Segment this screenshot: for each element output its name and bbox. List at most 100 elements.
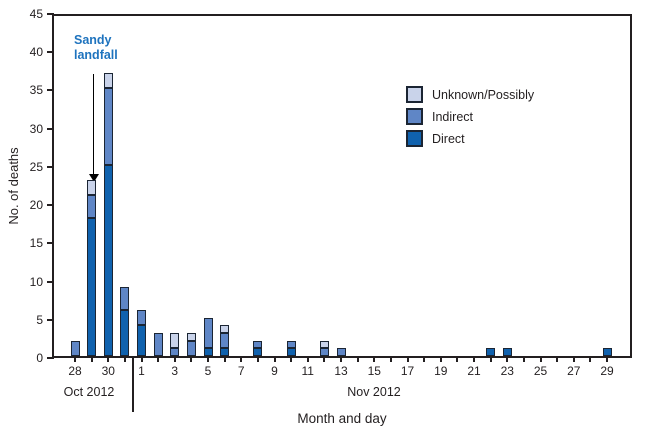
bar-segment-indirect xyxy=(137,310,146,326)
x-tick-mark xyxy=(173,356,176,362)
x-tick-label: 11 xyxy=(301,364,314,378)
stacked-bar-nov-1 xyxy=(137,310,146,356)
x-axis-title: Month and day xyxy=(297,411,387,426)
bar-segment-direct xyxy=(87,218,97,356)
x-tick-label: 13 xyxy=(334,364,348,378)
bar-segment-direct xyxy=(103,164,113,356)
x-tick-label: 17 xyxy=(400,364,415,378)
x-tick-label: 30 xyxy=(101,364,115,378)
y-axis-title: No. of deaths xyxy=(6,147,21,225)
x-tick-label: 19 xyxy=(434,364,448,378)
x-tick-mark xyxy=(356,356,359,362)
x-tick-label: 28 xyxy=(68,364,82,378)
legend-label: Indirect xyxy=(432,109,473,124)
x-tick-mark xyxy=(439,356,442,362)
y-tick-mark xyxy=(47,165,54,168)
bar-segment-indirect xyxy=(319,348,329,356)
x-tick-mark xyxy=(207,356,209,362)
stacked-bar-nov-3 xyxy=(170,333,180,356)
annotation-line-1: Sandy xyxy=(74,33,112,47)
y-tick-mark xyxy=(47,357,54,359)
x-tick-mark xyxy=(323,356,326,362)
bar-segment-indirect xyxy=(336,348,346,356)
bar-segment-direct xyxy=(220,348,230,356)
bar-segment-direct xyxy=(137,325,146,356)
y-tick-label: 25 xyxy=(29,159,43,174)
bar-segment-indirect xyxy=(186,340,196,356)
x-tick-mark xyxy=(373,356,376,362)
x-tick-label: 27 xyxy=(567,364,581,378)
x-tick-mark xyxy=(256,356,259,362)
bar-segment-unknown xyxy=(170,333,180,349)
x-tick-mark xyxy=(190,356,193,362)
x-tick-label: 15 xyxy=(367,364,381,378)
x-tick-mark xyxy=(506,356,509,362)
bar-segment-direct xyxy=(120,310,130,356)
legend-item-unknown: Unknown/Possibly xyxy=(406,86,534,103)
y-tick-mark xyxy=(47,13,54,15)
x-tick-label: 7 xyxy=(237,364,245,378)
x-tick-mark xyxy=(140,356,143,362)
x-tick-label: 29 xyxy=(600,364,614,378)
stacked-bar-nov-13 xyxy=(336,348,346,356)
bar-segment-indirect xyxy=(120,287,130,311)
stacked-bar-nov-10 xyxy=(286,340,296,356)
stacked-bar-oct-30 xyxy=(103,73,113,356)
x-tick-label: 9 xyxy=(271,364,278,378)
x-tick-mark xyxy=(157,356,160,362)
legend-label: Direct xyxy=(432,131,465,146)
stacked-bar-nov-2 xyxy=(153,333,163,356)
stacked-bar-nov-23 xyxy=(502,348,512,356)
x-tick-label: 21 xyxy=(467,364,481,378)
month-label-nov: Nov 2012 xyxy=(347,385,401,399)
month-separator-line xyxy=(132,356,135,412)
bar-segment-direct xyxy=(286,348,296,356)
y-tick-label: 20 xyxy=(29,198,43,213)
stacked-bar-nov-12 xyxy=(319,340,329,356)
stacked-bar-nov-6 xyxy=(220,325,230,356)
bar-segment-indirect xyxy=(253,340,263,349)
y-tick-label: 40 xyxy=(29,45,43,60)
bar-segment-unknown xyxy=(87,180,97,196)
stacked-bar-oct-29 xyxy=(87,180,97,356)
y-tick-label: 5 xyxy=(36,312,43,327)
bar-segment-direct xyxy=(253,348,263,356)
x-tick-label: 1 xyxy=(138,364,145,378)
annotation-arrow-line xyxy=(92,74,95,174)
x-tick-mark xyxy=(606,356,608,362)
y-tick-mark xyxy=(47,89,54,92)
x-tick-label: 3 xyxy=(171,364,179,378)
stacked-bar-nov-5 xyxy=(203,317,213,356)
y-tick-mark xyxy=(47,280,54,283)
y-tick-label: 45 xyxy=(29,7,43,21)
legend-swatch-icon xyxy=(406,86,423,103)
annotation-line-2: landfall xyxy=(74,48,118,62)
y-tick-mark xyxy=(47,51,54,54)
bar-segment-unknown xyxy=(103,73,113,89)
y-tick-label: 35 xyxy=(29,83,43,98)
y-tick-label: 30 xyxy=(29,121,43,136)
y-tick-label: 15 xyxy=(29,236,43,251)
x-tick-mark xyxy=(522,356,525,362)
bar-segment-direct xyxy=(502,348,512,356)
stacked-bar-nov-8 xyxy=(253,340,263,356)
x-tick-mark xyxy=(406,356,409,362)
month-label-oct: Oct 2012 xyxy=(63,385,115,399)
bar-segment-indirect xyxy=(103,88,113,165)
stacked-bar-oct-31 xyxy=(120,287,130,356)
x-tick-label: 23 xyxy=(500,364,514,378)
x-tick-label: 5 xyxy=(204,364,212,378)
bar-segment-indirect xyxy=(170,348,180,356)
plot-area: Sandy landfall Unknown/Possibly Indirect D… xyxy=(30,8,632,412)
x-tick-mark xyxy=(473,356,475,362)
legend: Unknown/Possibly Indirect Direct xyxy=(406,86,534,147)
y-tick-mark xyxy=(47,318,54,321)
x-tick-mark xyxy=(456,356,459,362)
stacked-bar-nov-29 xyxy=(602,348,612,356)
bar-segment-unknown xyxy=(319,340,329,349)
bar-segment-direct xyxy=(203,348,213,356)
y-tick-mark xyxy=(47,204,54,207)
x-tick-mark xyxy=(556,356,559,362)
x-tick-mark xyxy=(74,356,76,362)
